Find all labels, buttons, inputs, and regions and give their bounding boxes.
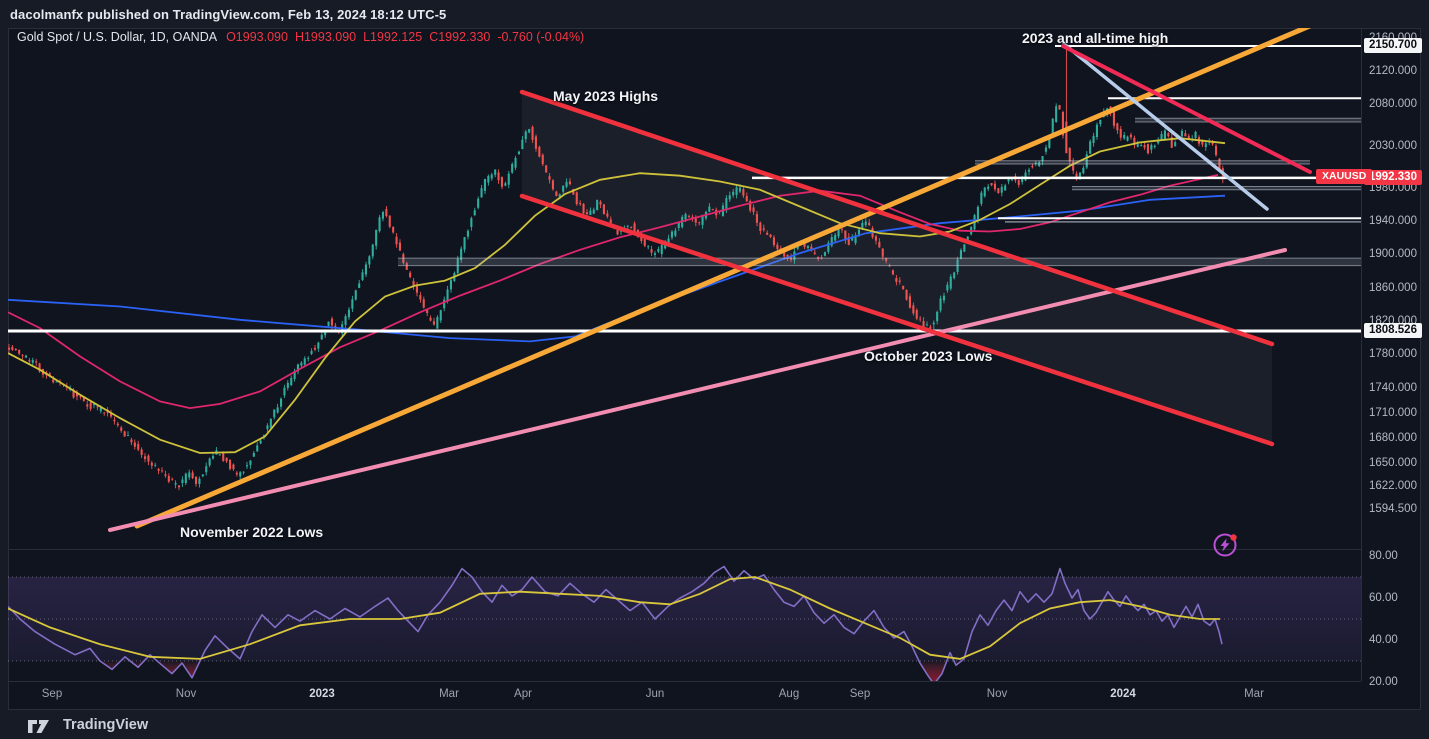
price-tick-label: 1622.000 (1369, 479, 1417, 492)
footer-bar: TradingView (0, 710, 1429, 739)
price-tick-label: 1860.000 (1369, 281, 1417, 294)
pink-support-line[interactable] (108, 248, 1287, 532)
symbol-price-tag: XAUUSD (1316, 168, 1373, 184)
time-tick-label: 2023 (309, 688, 335, 700)
time-tick-label: Mar (1244, 688, 1264, 700)
chart-annotation[interactable]: November 2022 Lows (180, 524, 324, 540)
published-bar: dacolmanfx published on TradingView.com,… (0, 0, 1429, 28)
time-tick-label: Sep (849, 688, 871, 700)
ohlc-values: O1993.090 H1993.090 L1992.125 C1992.330 -0.7… (226, 30, 591, 44)
chart-annotation[interactable]: October 2023 Lows (864, 348, 993, 364)
price-tick-label: 1740.000 (1369, 381, 1417, 394)
time-tick-label: Apr (514, 688, 532, 700)
price-tick-label: 1900.000 (1369, 248, 1417, 261)
red-channel-lower-line[interactable] (519, 193, 1275, 447)
price-tick-label: 1710.000 (1369, 406, 1417, 419)
chart-annotation[interactable]: 2023 and all-time high (1022, 30, 1169, 46)
support-resistance-zone[interactable] (1072, 186, 1361, 190)
open-value: O1993.090 (226, 30, 288, 44)
symbol-title: Gold Spot / U.S. Dollar, 1D, OANDA (17, 30, 218, 44)
rsi-tick-label: 60.00 (1369, 591, 1398, 604)
flash-ideas-icon[interactable] (1211, 530, 1241, 560)
price-tick-label: 1594.500 (1369, 502, 1417, 515)
price-label-last-price: 1992.330 (1364, 169, 1422, 185)
pane-separator[interactable] (8, 549, 1361, 550)
support-resistance-zone[interactable] (398, 258, 1361, 266)
rsi-tick-label: 20.00 (1369, 675, 1398, 688)
price-tick-label: 1680.000 (1369, 431, 1417, 444)
rsi-oversold-fill (100, 661, 962, 681)
rsi-ma-line (8, 576, 1220, 660)
low-value: L1992.125 (363, 30, 423, 44)
close-value: C1992.330 (429, 30, 491, 44)
price-tick-label: 2080.000 (1369, 98, 1417, 111)
rsi-pane[interactable] (8, 549, 1361, 681)
support-resistance-zone[interactable] (1135, 118, 1361, 122)
rsi-tick-label: 40.00 (1369, 633, 1398, 646)
main-price-pane[interactable] (8, 28, 1361, 549)
tradingview-logo-icon[interactable] (26, 715, 56, 735)
red-channel-fill (522, 92, 1272, 444)
price-axis[interactable]: 2160.0002120.0002080.0002030.0001980.000… (1361, 28, 1422, 688)
support-resistance-zone[interactable] (975, 160, 1310, 164)
time-tick-label: Aug (778, 688, 800, 700)
crimson-trend-line[interactable] (1061, 44, 1312, 174)
candlestick-series (8, 48, 1224, 491)
published-text: dacolmanfx published on TradingView.com,… (10, 6, 447, 22)
price-tick-label: 1780.000 (1369, 348, 1417, 361)
tradingview-brand-text[interactable]: TradingView (63, 716, 149, 733)
icon-circle (1213, 533, 1237, 557)
steelblue-trend-line[interactable] (1062, 42, 1269, 211)
time-tick-label: 2024 (1110, 688, 1136, 700)
time-axis[interactable]: Sep Nov 2023 Mar Apr Jun Aug Sep Nov 2024 Mar (8, 681, 1361, 709)
price-label-level: 1808.526 (1364, 323, 1422, 338)
notification-dot (1230, 534, 1237, 541)
chart-legend: Gold Spot / U.S. Dollar, 1D, OANDA O1993.… (17, 30, 591, 44)
time-tick-label: Nov (175, 688, 197, 700)
time-tick-label: Nov (986, 688, 1008, 700)
change-value: -0.760 (-0.04%) (497, 30, 585, 44)
time-tick-label: Sep (41, 688, 63, 700)
ma-yellow-line (8, 137, 1226, 454)
rsi-band (8, 577, 1361, 661)
orange-support-line[interactable] (134, 28, 1319, 529)
rsi-tick-label: 80.00 (1369, 549, 1398, 562)
price-tick-label: 2120.000 (1369, 65, 1417, 78)
chart-annotation[interactable]: May 2023 Highs (553, 88, 659, 104)
price-label-level: 2150.700 (1364, 38, 1422, 53)
time-tick-label: Mar (439, 688, 459, 700)
time-tick-label: Jun (645, 688, 665, 700)
high-value: H1993.090 (294, 30, 357, 44)
lightning-bolt-icon (1220, 538, 1230, 552)
price-tick-label: 2030.000 (1369, 140, 1417, 153)
red-channel-upper-line[interactable] (519, 89, 1275, 347)
price-tick-label: 1940.000 (1369, 214, 1417, 227)
price-tick-label: 1650.000 (1369, 456, 1417, 469)
